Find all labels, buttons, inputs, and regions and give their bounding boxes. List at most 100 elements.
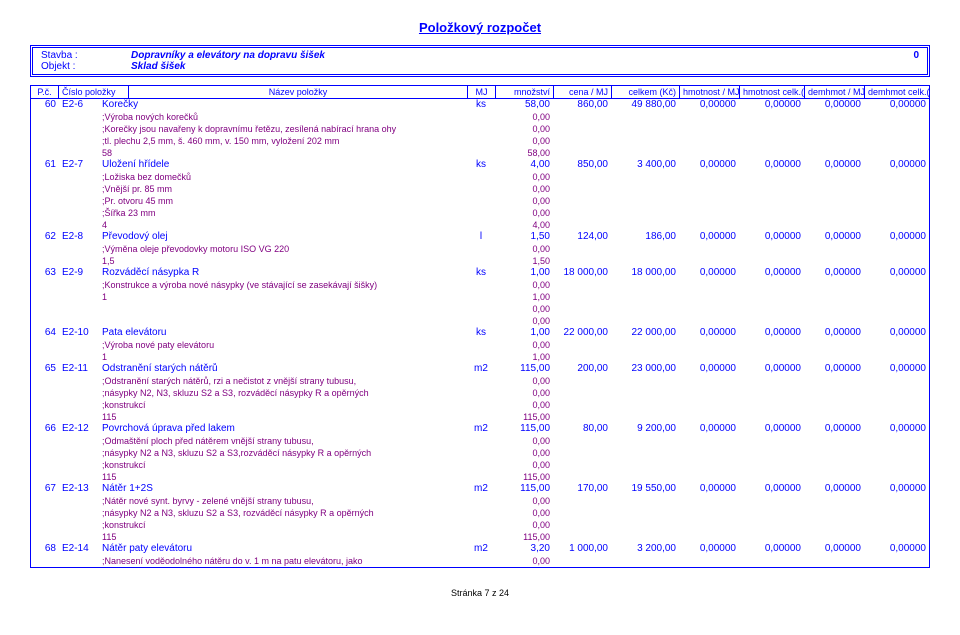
cell-mj: m2: [467, 363, 495, 375]
cell-cp: E2-6: [59, 99, 99, 111]
cell-name: Korečky: [99, 99, 467, 111]
desc-row: ;Nátěr nové synt. byrvy - zelené vnější …: [31, 495, 929, 507]
desc-text: 1,5: [99, 255, 467, 267]
cell-name: Uložení hřídele: [99, 159, 467, 171]
cell-dm: 0,00000: [804, 423, 864, 435]
desc-qty: 0,00: [495, 171, 553, 183]
document-title: Položkový rozpočet: [30, 20, 930, 35]
desc-text: ;Výroba nových korečků: [99, 111, 467, 123]
cell-dm: 0,00000: [804, 363, 864, 375]
desc-row: 44,00: [31, 219, 929, 231]
desc-row: ;násypky N2 a N3, skluzu S2 a S3, rozvád…: [31, 507, 929, 519]
desc-row: ;Výroba nové paty elevátoru0,00: [31, 339, 929, 351]
col-name: Název položky: [129, 86, 468, 99]
cell-mn: 1,00: [495, 327, 553, 339]
desc-row: ;Vnější pr. 85 mm0,00: [31, 183, 929, 195]
cell-mj: m2: [467, 483, 495, 495]
cell-cp: E2-11: [59, 363, 99, 375]
cell-celk: 9 200,00: [611, 423, 679, 435]
desc-text: 115: [99, 411, 467, 423]
cell-pc: 60: [31, 99, 59, 111]
cell-celk: 3 400,00: [611, 159, 679, 171]
desc-row: 0,00: [31, 303, 929, 315]
desc-text: ;Nanesení voděodolného nátěru do v. 1 m …: [99, 555, 467, 567]
cell-celk: 22 000,00: [611, 327, 679, 339]
cell-dc: 0,00000: [864, 363, 929, 375]
cell-mj: m2: [467, 423, 495, 435]
cell-mj: m2: [467, 543, 495, 555]
desc-text: ;násypky N2, N3, skluzu S2 a S3, rozvádě…: [99, 387, 467, 399]
cell-dc: 0,00000: [864, 159, 929, 171]
desc-qty: 0,00: [495, 495, 553, 507]
desc-text: 115: [99, 531, 467, 543]
col-hc: hmotnost celk.(t): [740, 86, 805, 99]
cell-pc: 62: [31, 231, 59, 243]
desc-row: ;Nanesení voděodolného nátěru do v. 1 m …: [31, 555, 929, 567]
cell-dm: 0,00000: [804, 231, 864, 243]
cell-pc: 66: [31, 423, 59, 435]
desc-text: 1: [99, 351, 467, 363]
info-right-value: 0: [819, 50, 919, 61]
cell-cena: 1 000,00: [553, 543, 611, 555]
cell-pc: 65: [31, 363, 59, 375]
desc-row: ;konstrukcí0,00: [31, 459, 929, 471]
cell-cp: E2-8: [59, 231, 99, 243]
desc-qty: 0,00: [495, 183, 553, 195]
desc-row: 11,00: [31, 351, 929, 363]
col-pc: P.č.: [31, 86, 59, 99]
col-dc: demhmot celk.(t): [865, 86, 930, 99]
table-row: 62E2-8Převodový olejl1,50124,00186,000,0…: [31, 231, 929, 243]
desc-row: ;Výroba nových korečků0,00: [31, 111, 929, 123]
desc-row: ;Výměna oleje převodovky motoru ISO VG 2…: [31, 243, 929, 255]
desc-qty: 0,00: [495, 435, 553, 447]
cell-cena: 80,00: [553, 423, 611, 435]
desc-row: ;Šířka 23 mm0,00: [31, 207, 929, 219]
cell-cp: E2-9: [59, 267, 99, 279]
cell-hc: 0,00000: [739, 267, 804, 279]
desc-qty: 0,00: [495, 135, 553, 147]
cell-cena: 124,00: [553, 231, 611, 243]
desc-text: 115: [99, 471, 467, 483]
cell-dc: 0,00000: [864, 423, 929, 435]
cell-pc: 67: [31, 483, 59, 495]
cell-name: Nátěr 1+2S: [99, 483, 467, 495]
cell-hm: 0,00000: [679, 423, 739, 435]
info-label-objekt: Objekt :: [41, 61, 131, 72]
desc-qty: 0,00: [495, 303, 553, 315]
desc-text: 4: [99, 219, 467, 231]
table-row: 65E2-11Odstranění starých nátěrům2115,00…: [31, 363, 929, 375]
desc-row: 5858,00: [31, 147, 929, 159]
col-dm: demhmot / MJ: [805, 86, 865, 99]
cell-celk: 23 000,00: [611, 363, 679, 375]
cell-pc: 68: [31, 543, 59, 555]
cell-dc: 0,00000: [864, 99, 929, 111]
cell-pc: 63: [31, 267, 59, 279]
cell-mj: ks: [467, 99, 495, 111]
cell-hm: 0,00000: [679, 483, 739, 495]
cell-hm: 0,00000: [679, 327, 739, 339]
cell-dc: 0,00000: [864, 267, 929, 279]
cell-dm: 0,00000: [804, 483, 864, 495]
cell-name: Nátěr paty elevátoru: [99, 543, 467, 555]
info-stavba: Dopravníky a elevátory na dopravu šišek: [131, 50, 819, 61]
cell-mj: ks: [467, 327, 495, 339]
desc-text: ;Ložiska bez domečků: [99, 171, 467, 183]
desc-row: ;konstrukcí0,00: [31, 519, 929, 531]
desc-qty: 0,00: [495, 387, 553, 399]
cell-cena: 200,00: [553, 363, 611, 375]
table-row: 61E2-7Uložení hřídeleks4,00850,003 400,0…: [31, 159, 929, 171]
table-row: 64E2-10Pata elevátoruks1,0022 000,0022 0…: [31, 327, 929, 339]
cell-celk: 3 200,00: [611, 543, 679, 555]
cell-mn: 4,00: [495, 159, 553, 171]
cell-cp: E2-7: [59, 159, 99, 171]
info-box: Stavba : Objekt : Dopravníky a elevátory…: [30, 45, 930, 77]
cell-hc: 0,00000: [739, 363, 804, 375]
desc-text: ;Výměna oleje převodovky motoru ISO VG 2…: [99, 243, 467, 255]
cell-hc: 0,00000: [739, 327, 804, 339]
page-footer: Stránka 7 z 24: [30, 588, 930, 598]
desc-qty: 0,00: [495, 279, 553, 291]
cell-dc: 0,00000: [864, 543, 929, 555]
desc-row: ;Ložiska bez domečků 0,00: [31, 171, 929, 183]
cell-hm: 0,00000: [679, 231, 739, 243]
col-mn: množství: [496, 86, 554, 99]
